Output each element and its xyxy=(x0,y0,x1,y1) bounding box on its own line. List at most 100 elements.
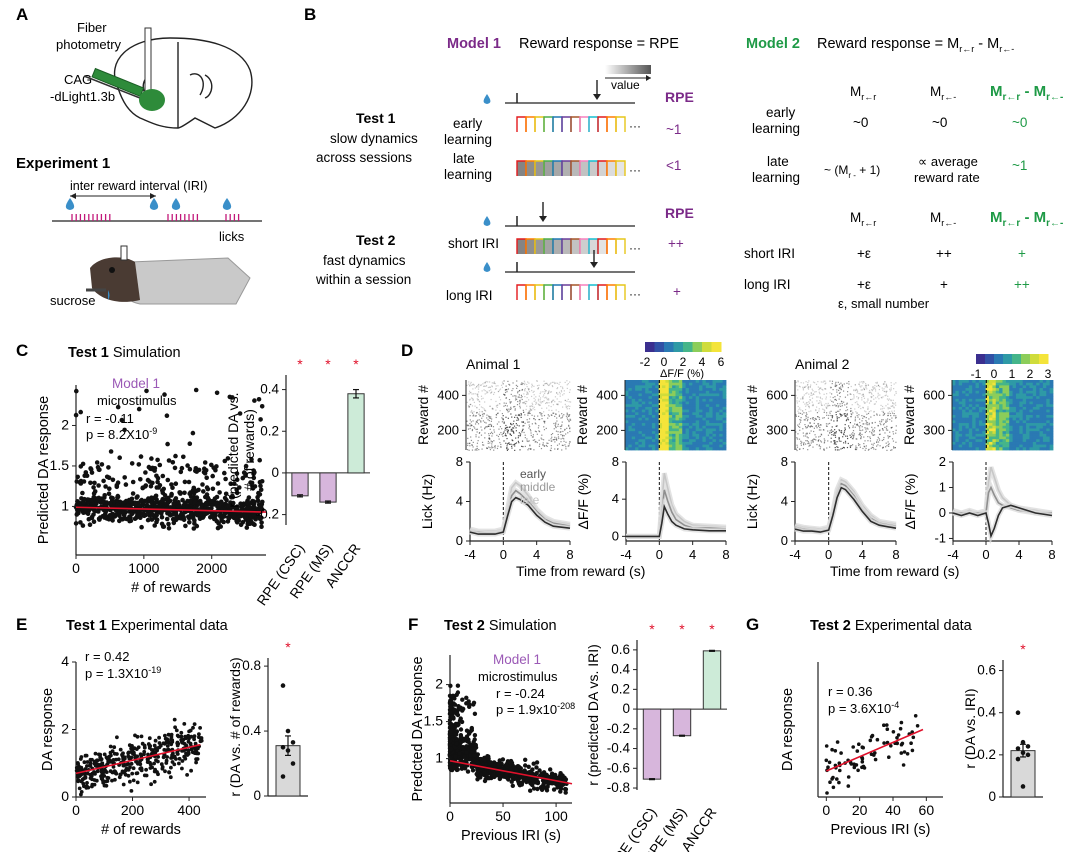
data-point xyxy=(846,784,851,788)
data-point xyxy=(165,500,171,505)
bar xyxy=(347,393,365,474)
y-tick-label: -1 xyxy=(934,530,946,545)
data-point xyxy=(448,699,453,705)
data-point xyxy=(831,775,835,780)
data-point xyxy=(166,458,172,463)
x-tick-label: 100 xyxy=(544,808,568,824)
data-point xyxy=(214,390,220,396)
data-point xyxy=(222,495,228,501)
significance-star: * xyxy=(1020,641,1026,657)
data-point xyxy=(467,702,472,707)
licks-label: licks xyxy=(219,229,245,244)
y-tick-label: 0.4 xyxy=(611,662,630,677)
value-fill xyxy=(580,161,589,176)
data-point xyxy=(132,516,138,521)
data-point xyxy=(191,725,195,730)
data-point xyxy=(482,770,487,775)
data-point xyxy=(508,767,513,772)
colorbar-segment xyxy=(1039,354,1049,364)
m2-col3-header: Mr←r - Mr←- xyxy=(990,83,1063,103)
y-tick-label: 0.8 xyxy=(242,658,261,673)
y-tick-label: 0.2 xyxy=(260,423,279,438)
data-point xyxy=(873,757,878,762)
data-point xyxy=(209,506,214,511)
data-point xyxy=(500,757,506,762)
regression-line xyxy=(75,743,201,775)
value-fill xyxy=(544,239,553,254)
colorbar-label: ΔF/F (%) xyxy=(660,368,704,380)
individual-point xyxy=(1015,756,1021,762)
reward-drops xyxy=(65,198,232,210)
data-point xyxy=(182,479,188,485)
significance-star: * xyxy=(285,639,291,655)
data-point xyxy=(134,747,139,751)
y-tick-label: 0 xyxy=(988,789,996,804)
data-point xyxy=(173,453,178,459)
data-point xyxy=(528,770,533,775)
m2-col3-header-t2: Mr←r - Mr←- xyxy=(990,209,1063,229)
data-point xyxy=(142,743,147,748)
x-tick-label: 8 xyxy=(722,547,729,562)
data-point xyxy=(107,486,112,492)
data-point xyxy=(85,760,90,764)
data-point xyxy=(126,751,131,755)
data-point xyxy=(860,756,865,761)
data-point xyxy=(464,757,469,762)
panel-g-title: Test 2 Experimental data xyxy=(810,618,973,634)
data-point xyxy=(127,743,132,748)
data-point xyxy=(257,457,263,463)
y-axis-label: ΔF/F (%) xyxy=(902,473,918,529)
data-point xyxy=(491,771,496,777)
data-point xyxy=(223,476,228,482)
data-point xyxy=(74,765,79,770)
data-point xyxy=(857,742,861,746)
value-fill xyxy=(535,161,544,176)
y-tick-label: 0.2 xyxy=(611,681,630,696)
rpe-header-test1: RPE xyxy=(665,89,694,105)
data-point xyxy=(177,490,183,495)
data-point xyxy=(250,512,256,518)
data-point xyxy=(170,740,175,744)
data-point xyxy=(453,754,458,760)
value-fill xyxy=(553,161,562,176)
data-point xyxy=(192,737,197,742)
significance-star: * xyxy=(325,356,331,372)
data-point xyxy=(215,500,220,506)
data-point xyxy=(78,520,83,525)
data-point xyxy=(218,524,223,529)
data-point xyxy=(110,778,114,783)
m1-rpe-late: <1 xyxy=(666,158,681,173)
microstimulus-pulse xyxy=(597,116,608,132)
data-point xyxy=(193,468,198,474)
bar xyxy=(291,472,309,497)
data-point xyxy=(510,775,515,781)
data-point xyxy=(139,524,144,530)
data-point xyxy=(826,765,830,769)
colorbar-segment xyxy=(711,342,722,352)
data-point xyxy=(460,708,465,713)
data-point xyxy=(128,765,132,770)
y-tick-label: 600 xyxy=(766,387,788,402)
y-axis-label: r (predicted DA vs.# of rewards) xyxy=(225,392,257,507)
m2-late-c2-line2: reward rate xyxy=(914,170,980,185)
data-point xyxy=(496,761,502,766)
data-point xyxy=(76,762,80,766)
data-point xyxy=(837,780,841,785)
data-point xyxy=(528,781,533,786)
data-point xyxy=(110,749,115,754)
data-point xyxy=(129,461,135,466)
y-tick-label: -0.2 xyxy=(256,507,279,522)
x-tick-label: -4 xyxy=(789,547,801,562)
data-point xyxy=(182,490,187,496)
value-fill xyxy=(544,161,553,176)
data-point xyxy=(135,780,140,785)
heatmaps-and-rasters: 400 200 Reward # 400 200 Reward # 600 300 Reward… xyxy=(415,380,1054,452)
data-point xyxy=(204,485,210,490)
data-point xyxy=(103,508,109,514)
microstimulus-pulse xyxy=(579,284,590,300)
data-point xyxy=(219,518,224,523)
colorbar-segment xyxy=(985,354,995,364)
data-point xyxy=(129,761,134,766)
data-point xyxy=(130,751,135,756)
